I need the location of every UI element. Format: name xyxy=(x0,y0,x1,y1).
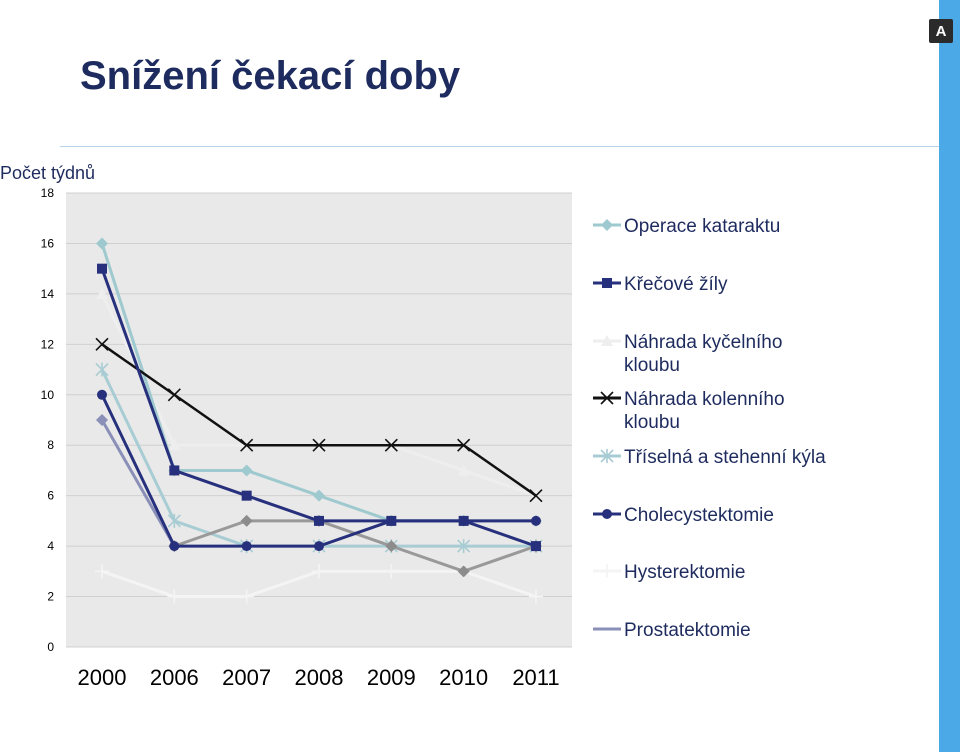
legend-label: Náhrada kolenního kloubu xyxy=(624,389,785,433)
x-tick-labels: 2000 2006 2007 2008 2009 2010 2011 xyxy=(78,665,560,690)
data-point xyxy=(457,464,470,476)
data-point xyxy=(167,513,181,528)
data-point xyxy=(312,438,326,452)
legend-item: Křečové žíly xyxy=(593,274,728,295)
legend-item: Náhrada kyčelního kloubu xyxy=(593,332,782,376)
data-point xyxy=(313,541,324,552)
legend-swatch-marker xyxy=(602,509,612,519)
line-chart: 0 2 4 6 8 10 12 14 16 18 2000 2006 2007 2008 2009 2010… xyxy=(41,186,827,690)
data-point xyxy=(386,515,397,526)
y-tick-label: 12 xyxy=(41,337,55,351)
legend-swatch-marker xyxy=(600,564,614,578)
data-point xyxy=(240,438,254,452)
legend-label: Prostatektomie xyxy=(624,620,751,641)
data-point xyxy=(169,541,180,552)
legend-swatch-marker xyxy=(601,335,613,346)
data-point xyxy=(384,564,399,579)
legend-item: Cholecystektomie xyxy=(593,505,774,526)
data-point xyxy=(530,515,541,526)
legend-swatch-marker xyxy=(600,449,614,463)
title-divider xyxy=(60,146,940,147)
data-point xyxy=(240,514,253,527)
slide-title: Snížení čekací doby xyxy=(80,54,461,98)
y-tick-label: 14 xyxy=(41,287,55,301)
y-tick-label: 10 xyxy=(41,388,55,402)
legend: Operace kataraktu Křečové žíly Náhrada kyč… xyxy=(593,216,826,641)
data-point xyxy=(96,237,108,250)
series-1 xyxy=(97,263,541,552)
legend-swatch-marker xyxy=(601,219,613,231)
data-point xyxy=(241,490,252,501)
data-point xyxy=(529,489,543,503)
data-point xyxy=(95,362,109,377)
y-axis-title: Počet týdnů xyxy=(0,163,96,183)
data-point xyxy=(169,465,180,476)
legend-item: Tříselná a stehenní kýla xyxy=(593,447,826,468)
series-group xyxy=(95,237,543,604)
x-tick-label: 2007 xyxy=(222,665,271,690)
data-point xyxy=(97,389,107,400)
y-tick-label: 6 xyxy=(47,489,54,503)
series-3 xyxy=(95,337,543,503)
data-point xyxy=(457,539,471,554)
series-line xyxy=(100,419,176,547)
y-tick-label: 8 xyxy=(47,438,54,452)
data-point xyxy=(167,589,182,604)
legend-item: Náhrada kolenního kloubu xyxy=(593,389,785,433)
data-point xyxy=(384,438,398,452)
plot-area xyxy=(66,193,572,647)
x-tick-label: 2011 xyxy=(512,665,559,690)
data-point xyxy=(313,515,324,526)
data-point xyxy=(97,263,107,274)
data-point xyxy=(96,414,108,426)
logo-icon: A xyxy=(929,19,953,43)
y-tick-label: 0 xyxy=(47,640,54,654)
x-tick-label: 2006 xyxy=(150,665,199,690)
data-point xyxy=(96,287,108,299)
x-tick-label: 2010 xyxy=(439,665,488,690)
y-tick-label: 18 xyxy=(41,186,55,200)
data-point xyxy=(528,589,543,604)
data-point xyxy=(167,388,181,402)
data-point xyxy=(312,489,325,502)
data-point xyxy=(241,541,252,552)
legend-item: Prostatektomie xyxy=(593,620,751,641)
legend-item: Operace kataraktu xyxy=(593,216,780,237)
x-tick-label: 2009 xyxy=(367,665,416,690)
data-point xyxy=(530,541,541,552)
side-accent-bar xyxy=(939,0,960,752)
data-point xyxy=(239,589,254,604)
y-tick-label: 16 xyxy=(41,236,55,250)
legend-label: Cholecystektomie xyxy=(624,505,774,526)
x-tick-label: 2008 xyxy=(295,665,344,690)
data-point xyxy=(95,337,109,351)
data-point xyxy=(457,438,471,452)
y-tick-labels: 0 2 4 6 8 10 12 14 16 18 xyxy=(41,186,55,654)
data-point xyxy=(95,564,109,579)
data-point xyxy=(240,464,253,477)
data-point xyxy=(168,439,181,451)
legend-swatch-marker xyxy=(602,278,612,288)
legend-label: Náhrada kyčelního kloubu xyxy=(624,332,782,376)
data-point xyxy=(385,540,398,553)
legend-swatch-marker xyxy=(600,391,614,405)
data-point xyxy=(457,565,470,578)
y-tick-label: 2 xyxy=(47,590,54,604)
legend-label: Operace kataraktu xyxy=(624,216,780,237)
x-tick-label: 2000 xyxy=(78,665,127,690)
data-point xyxy=(311,564,326,579)
legend-item: Hysterektomie xyxy=(593,562,745,583)
legend-label: Křečové žíly xyxy=(624,274,728,295)
legend-label: Tříselná a stehenní kýla xyxy=(624,447,826,468)
data-point xyxy=(458,515,469,526)
legend-label: Hysterektomie xyxy=(624,562,745,583)
y-tick-label: 4 xyxy=(47,539,54,553)
